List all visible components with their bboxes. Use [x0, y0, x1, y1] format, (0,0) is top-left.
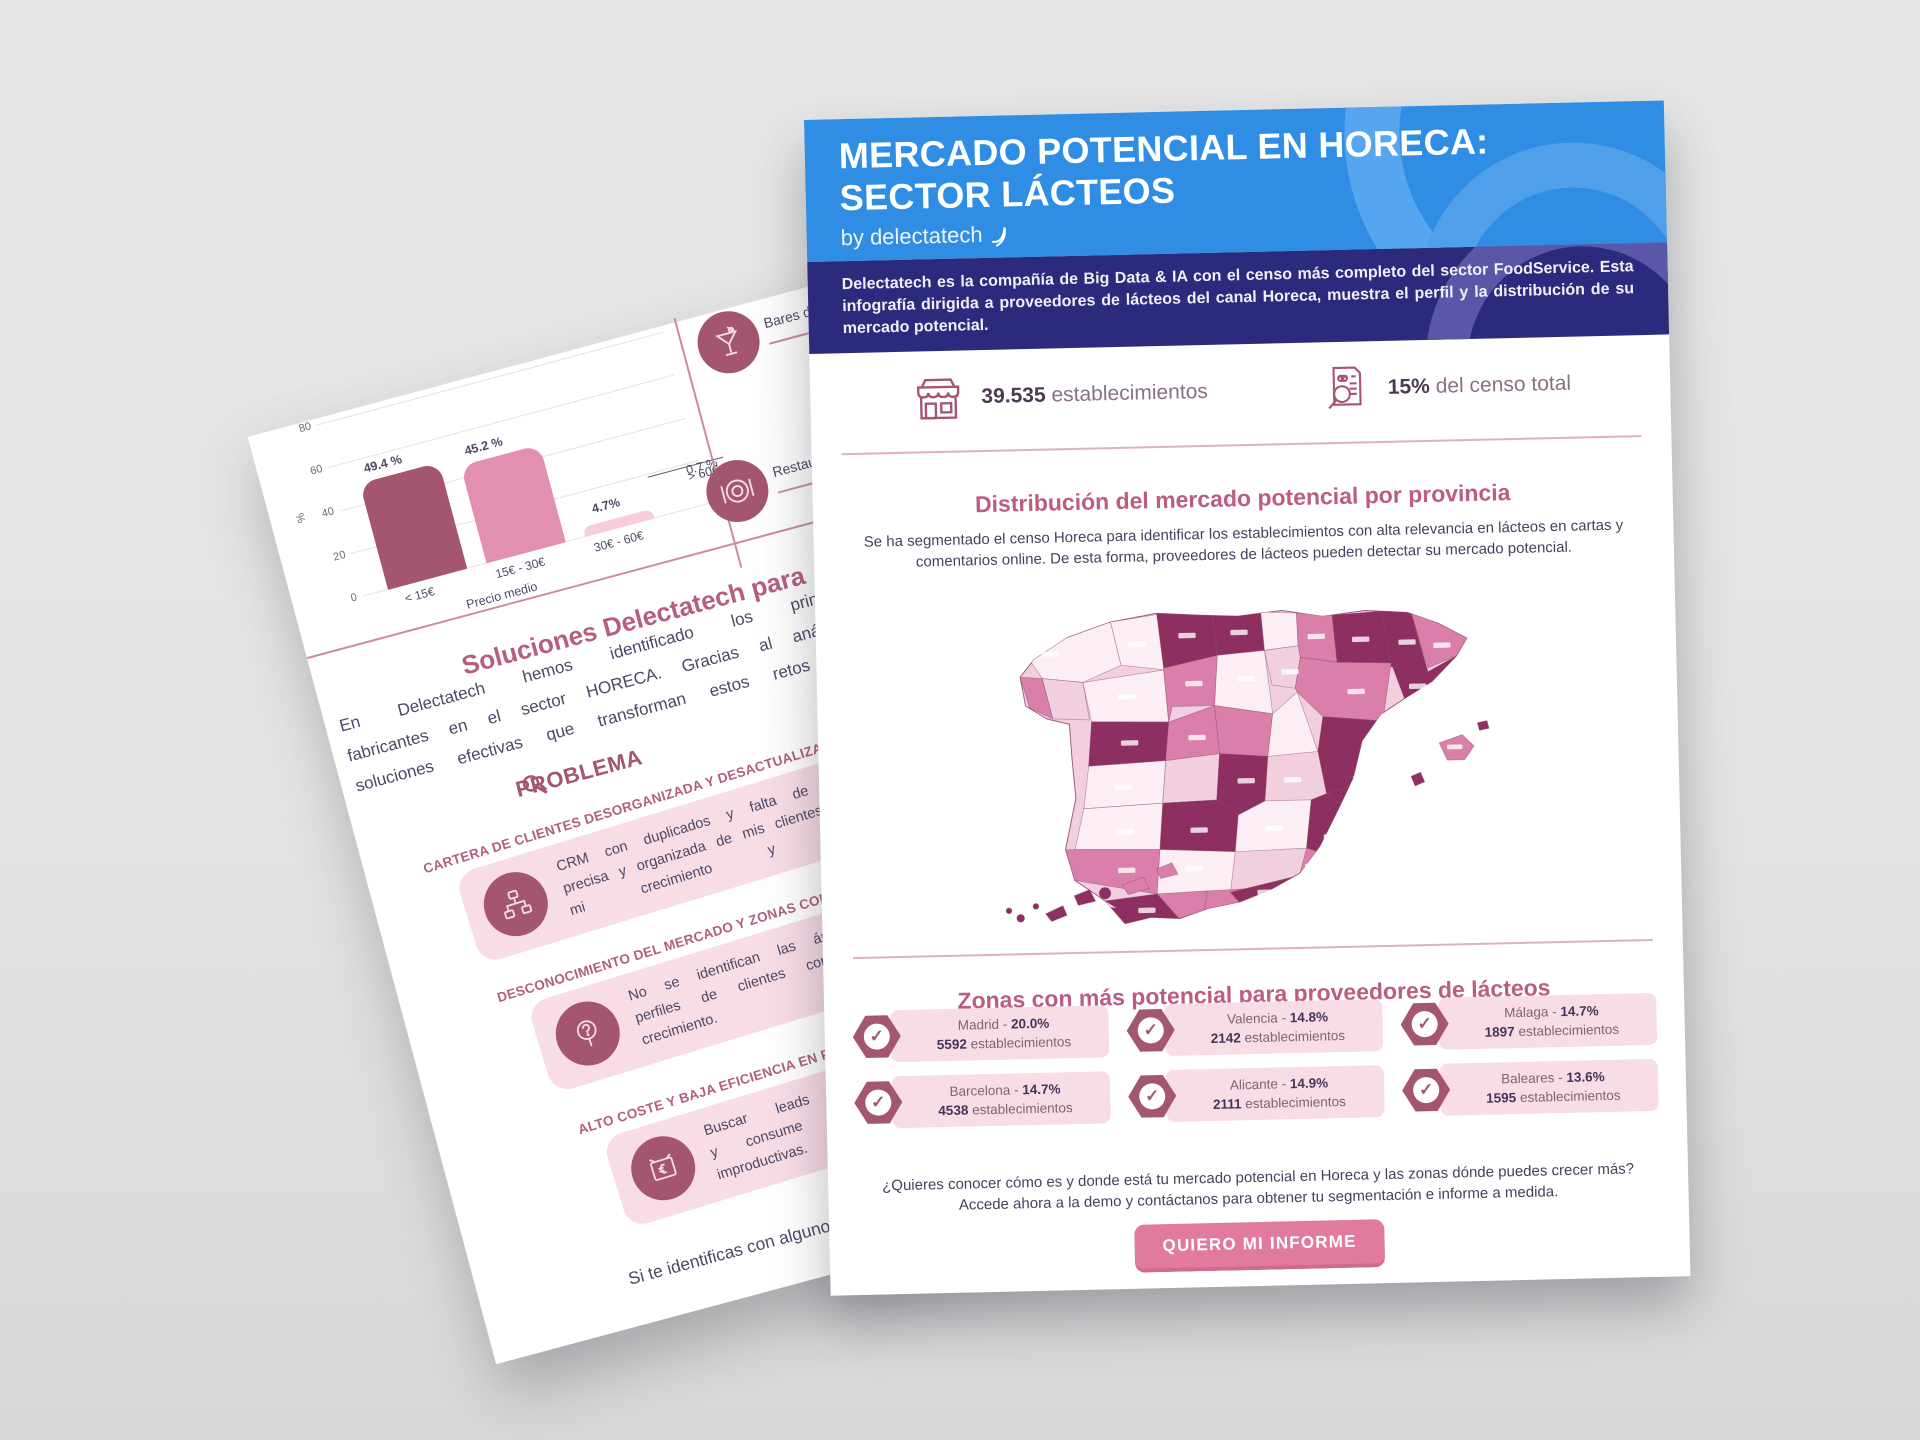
zone-malaga: ✓ Málaga - 14.7% 1897 establecimientos [1400, 992, 1658, 1051]
zones-grid: ✓ Madrid - 20.0% 5592 establecimientos ✓… [852, 992, 1659, 1129]
plate-icon [699, 453, 776, 530]
zone-name: Barcelona - [949, 1082, 1023, 1099]
back-infographic-page: 80 60 40 20 0 % 49.4 % < 15€ 45.2 % 15€ … [247, 255, 1173, 1365]
zone-madrid: ✓ Madrid - 20.0% 5592 establecimientos [852, 1005, 1110, 1063]
stat-label: del censo total [1435, 371, 1572, 398]
zone-share: 13.6% [1566, 1069, 1605, 1085]
zone-name: Baleares - [1500, 1069, 1567, 1087]
cost-money-icon [623, 1128, 704, 1209]
bar-category: < 15€ [403, 584, 437, 606]
crm-network-icon [475, 864, 556, 945]
zone-count: 2111 [1212, 1096, 1242, 1112]
problem-card: CRM con duplicados y falta de informació… [454, 734, 942, 965]
request-report-button[interactable]: QUIERO MI INFORME [1134, 1219, 1386, 1273]
zone-pill: Barcelona - 14.7% 4538 establecimientos [891, 1071, 1111, 1129]
zone-unit: establecimientos [966, 1034, 1072, 1052]
stats-row: 39.535 establecimientos 15% del censo to… [810, 352, 1671, 429]
y-tick: 20 [332, 548, 348, 564]
zone-unit: establecimientos [1241, 1093, 1346, 1112]
report-magnifier-icon [1327, 366, 1362, 410]
zone-barcelona: ✓ Barcelona - 14.7% 4538 establecimiento… [854, 1071, 1111, 1129]
x-axis-title: Precio medio [464, 579, 539, 612]
stat-text: 39.535 establecimientos [981, 380, 1208, 409]
cta-paragraph: ¿Quieres conocer cómo es y donde está tu… [881, 1160, 1635, 1214]
zone-share: 14.7% [1560, 1003, 1599, 1020]
zone-name: Alicante - [1229, 1076, 1291, 1093]
stat-establishments: 39.535 establecimientos [909, 363, 1209, 428]
header: MERCADO POTENCIAL EN HORECA: SECTOR LÁCT… [804, 100, 1668, 262]
section1-heading: Distribución del mercado potencial por p… [974, 479, 1511, 518]
stat-census-share: 15% del censo total [1317, 355, 1572, 419]
divider [841, 435, 1642, 455]
zone-share: 20.0% [1010, 1015, 1050, 1032]
bar-value: 45.2 % [462, 434, 505, 459]
zone-count: 1595 [1486, 1090, 1517, 1106]
y-tick: 80 [297, 420, 313, 436]
byline: by delectatech [840, 206, 1666, 251]
zone-baleares: ✓ Baleares - 13.6% 1595 establecimientos [1402, 1058, 1659, 1117]
zone-count: 4538 [938, 1102, 969, 1119]
stat-value: 39.535 [981, 383, 1046, 409]
zone-share: 14.9% [1289, 1075, 1329, 1092]
zone-count: 1897 [1484, 1024, 1515, 1040]
storefront-icon [917, 378, 960, 420]
bar-value: 4.7% [590, 495, 622, 517]
zone-pill: Málaga - 14.7% 1897 establecimientos [1438, 992, 1658, 1050]
y-tick: 40 [320, 505, 336, 521]
zone-pill: Baleares - 13.6% 1595 establecimientos [1439, 1058, 1659, 1116]
stat-label: establecimientos [1051, 379, 1209, 407]
zone-alicante: ✓ Alicante - 14.9% 2111 establecimientos [1128, 1065, 1385, 1123]
zone-valencia: ✓ Valencia - 14.8% 2142 establecimientos [1126, 999, 1384, 1057]
stat-value: 15% [1387, 374, 1431, 399]
zone-name: Málaga - [1503, 1004, 1561, 1021]
delectatech-swoosh-icon [991, 227, 1006, 247]
zone-unit: establecimientos [1516, 1087, 1621, 1106]
intro-band: Delectatech es la compañía de Big Data &… [807, 242, 1670, 354]
zone-share: 14.7% [1022, 1081, 1061, 1098]
y-tick: 0 [349, 591, 359, 605]
cocktail-icon [690, 304, 767, 381]
zone-pill: Valencia - 14.8% 2142 establecimientos [1164, 999, 1384, 1057]
magnifier-icon [522, 775, 548, 794]
byline-text: by delectatech [840, 221, 983, 251]
zone-pill: Madrid - 20.0% 5592 establecimientos [890, 1005, 1110, 1063]
stat-text: 15% del censo total [1388, 372, 1572, 400]
problem-card: No se identifican las áreas geográficas … [526, 869, 994, 1095]
zone-count: 2142 [1210, 1030, 1241, 1047]
y-tick: 60 [309, 462, 325, 478]
question-pin-icon [547, 993, 628, 1074]
zone-name: Madrid - [957, 1016, 1012, 1033]
province-label-chips [1041, 629, 1463, 914]
problema-heading: PROBLEMA [513, 744, 645, 803]
zone-count: 5592 [936, 1036, 968, 1053]
title-line1: MERCADO POTENCIAL EN HORECA: [838, 120, 1489, 177]
title-line2: SECTOR LÁCTEOS [839, 169, 1176, 219]
problem-card: Buscar leads cualificados en restauraci … [601, 1010, 1053, 1229]
zone-unit: establecimientos [968, 1100, 1073, 1118]
zone-share: 14.8% [1289, 1009, 1329, 1026]
bar-15-30 [460, 445, 566, 564]
zone-name: Valencia - [1226, 1010, 1290, 1027]
front-infographic-page: MERCADO POTENCIAL EN HORECA: SECTOR LÁCT… [804, 100, 1691, 1296]
y-axis-label: % [294, 511, 309, 525]
zone-unit: establecimientos [1514, 1021, 1620, 1040]
zone-pill: Alicante - 14.9% 2111 establecimientos [1165, 1065, 1385, 1123]
spain-choropleth-map [974, 552, 1523, 950]
zone-unit: establecimientos [1240, 1027, 1346, 1046]
